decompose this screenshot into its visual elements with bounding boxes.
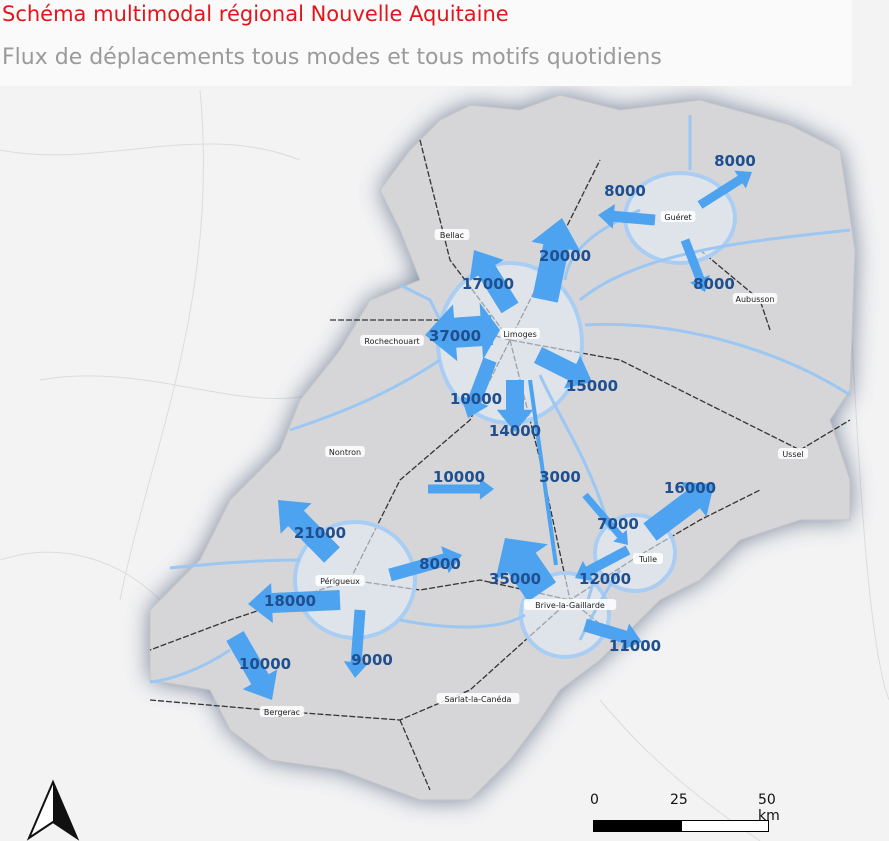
flow-arrow [533,346,592,389]
flow-arrow [583,618,642,651]
flow-arrow [531,218,581,303]
city-label-bg [633,553,663,564]
north-arrow-icon [26,779,80,841]
city-label: Rochechouart [364,337,419,346]
flow-value-label: 14000 [489,422,541,440]
city-label: Ussel [782,450,803,459]
scale-segment-white [681,820,769,832]
flow-value-label: 16000 [664,479,716,497]
flow-arrow [388,546,462,582]
city-label-bg [500,328,540,339]
flow-arrow [575,545,631,582]
flow-arrow [428,478,494,500]
city-label-bg [259,706,305,717]
city-label: Limoges [503,330,537,339]
city-label: Tulle [638,555,657,564]
scale-tick-25: 25 [670,792,688,808]
flow-value-label: 10000 [239,655,291,673]
city-label-bg [436,693,520,704]
city-label: Brive-la-Gaillarde [535,601,605,610]
city-label: Bellac [440,231,464,240]
flow-arrow [457,302,500,360]
flow-value-label: 7000 [597,515,639,533]
flow-arrow [248,582,341,623]
flow-value-label: 37000 [429,327,481,345]
flow-arrow [680,238,710,292]
flow-arrow [643,482,714,541]
flow-line [399,613,526,629]
flow-arrow [460,357,497,418]
flow-value-label: 11000 [609,637,661,655]
flow-arrow [469,250,519,314]
city-label: Sarlat-la-Canéda [445,694,512,704]
flow-line [584,322,851,397]
flow-arrow [495,538,557,602]
map-title: Schéma multimodal régional Nouvelle Aqui… [2,2,509,26]
flow-line [289,358,441,432]
title-box: Schéma multimodal régional Nouvelle Aqui… [0,0,852,86]
flow-arrow [496,380,534,432]
city-label: Aubusson [736,295,775,304]
flow-line [579,228,851,302]
flow-arrow [582,492,628,545]
flow-value-label: 8000 [714,152,756,170]
flow-value-label: 8000 [693,275,735,293]
city-label-bg [325,446,365,457]
map-subtitle: Flux de déplacements tous modes et tous … [2,45,662,70]
flow-value-label: 17000 [462,275,514,293]
background-roads [0,89,889,841]
flow-value-label: 10000 [433,468,485,486]
city-label-bg [778,448,808,459]
flow-line [169,558,301,570]
flow-value-label: 9000 [351,651,393,669]
flow-line [399,283,442,321]
city-label-bg [315,575,365,586]
scale-tick-0: 0 [590,792,599,808]
city-label: Guéret [664,212,691,222]
flow-value-label: 15000 [566,377,618,395]
flow-value-label: 12000 [579,570,631,588]
urban-area-circle [519,571,611,659]
city-label: Nontron [329,448,361,457]
city-label-bg [660,211,696,222]
flow-arrow [343,609,369,678]
flow-value-label: 21000 [294,524,346,542]
city-label-bg [360,335,424,346]
flow-value-label: 35000 [489,570,541,588]
flow-arrow [697,170,752,209]
flow-labels: 8000 8000 8000 20000 17000 37000 15000 10000 140… [239,152,756,673]
flow-arrows [226,170,752,700]
flow-arrow [598,204,656,229]
flow-value-label: 8000 [419,555,461,573]
city-label: Périgueux [320,576,360,586]
flow-value-label: 3000 [539,468,581,486]
scale-bar: 0 25 50 km [590,792,780,837]
scale-segment-black [593,820,683,832]
flow-line [149,648,231,684]
flow-value-label: 18000 [264,592,316,610]
city-label-bg [434,229,470,240]
flow-arrow [278,500,340,563]
flow-value-label: 20000 [539,247,591,265]
flow-arrow [528,379,558,566]
flow-arrow [226,630,278,700]
city-labels: Bellac Limoges Rochechouart Guéret Aubusson N… [259,211,808,717]
flow-value-label: 8000 [604,182,646,200]
city-label-bg [732,293,778,304]
city-label: Bergerac [264,708,300,717]
flow-line [538,374,612,531]
city-label-bg [523,599,617,610]
flow-value-label: 10000 [450,390,502,408]
